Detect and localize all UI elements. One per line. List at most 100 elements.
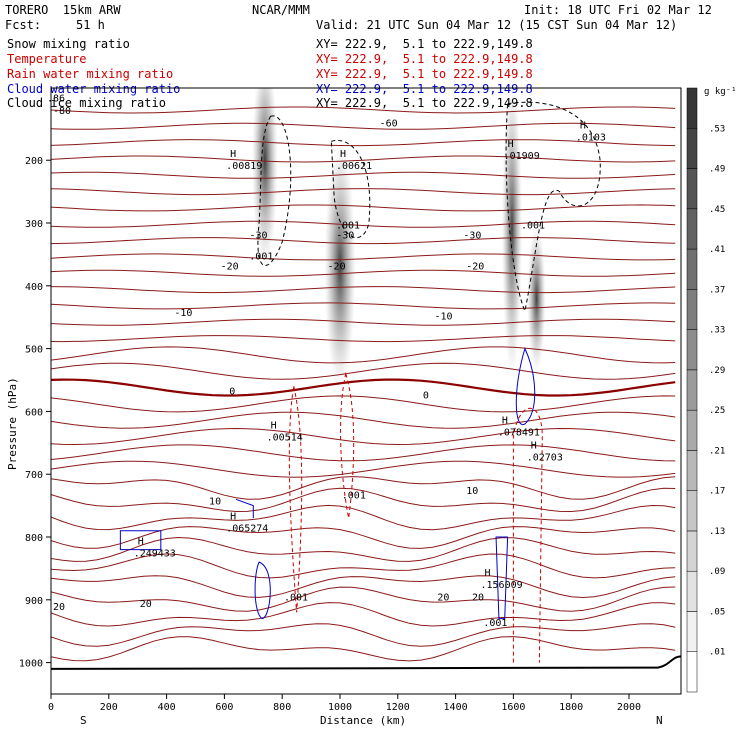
- y-tick-label: 200: [25, 156, 43, 167]
- x-tick-label: 1200: [386, 702, 410, 713]
- isotherm: [51, 602, 676, 627]
- extremum-value: .00819: [226, 161, 262, 172]
- x-tick-label: 800: [273, 702, 291, 713]
- terrain-surface: [51, 655, 681, 670]
- isotherm-label: -30: [463, 230, 481, 241]
- extremum-marker: H: [230, 512, 236, 523]
- isotherm-label: -30: [250, 230, 268, 241]
- field-rain-name: Rain water mixing ratio: [7, 67, 174, 81]
- x-axis-title: Distance (km): [320, 714, 406, 727]
- cloud-ice-contour: [257, 115, 292, 267]
- colorbar-box: [686, 530, 698, 572]
- x-tick-label: 1600: [501, 702, 525, 713]
- isotherm-label: 10: [466, 486, 478, 497]
- cloud-water-contour: [495, 536, 509, 620]
- isotherm-label: -10: [434, 311, 452, 322]
- model-name: TORERO 15km ARW: [5, 3, 121, 17]
- extremum-marker: H: [271, 421, 277, 432]
- x-tick-label: 1800: [559, 702, 583, 713]
- extremum-value: .001: [336, 220, 360, 231]
- extremum-value: .0103: [576, 132, 606, 143]
- extremum-marker: H: [484, 568, 490, 579]
- colorbar-level-label: .05: [709, 607, 725, 617]
- valid-time: Valid: 21 UTC Sun 04 Mar 12 (15 CST Sun …: [316, 18, 678, 32]
- colorbar-level-label: .45: [709, 205, 725, 215]
- isotherm-label: 10: [209, 497, 221, 508]
- isotherm-label: -20: [221, 262, 239, 273]
- isotherm: [51, 220, 676, 228]
- isotherm: [51, 106, 676, 114]
- colorbar-box: [686, 450, 698, 491]
- extremum-value: .065274: [226, 524, 268, 535]
- extremum-value: .01909: [504, 151, 540, 162]
- colorbar-level-label: .01: [709, 648, 725, 658]
- cloud-ice-contour: [505, 101, 601, 313]
- y-tick-label: 900: [25, 596, 43, 607]
- y-tick-label: 800: [25, 533, 43, 544]
- extremum-value: .249433: [134, 549, 176, 560]
- hydrometeor-contours: [119, 101, 601, 663]
- snow-plume: [501, 88, 523, 377]
- colorbar-box: [686, 329, 698, 371]
- temperature-contours: [51, 106, 676, 662]
- cloud-water-contour: [119, 530, 162, 551]
- y-tick-label: 700: [25, 470, 43, 481]
- isotherm: [51, 586, 676, 612]
- cloud-water-contour: [254, 561, 271, 620]
- isotherm: [51, 395, 676, 413]
- colorbar-level-label: .41: [709, 245, 725, 255]
- extremum-value: .001: [483, 618, 507, 629]
- x-tick-label: 400: [158, 702, 176, 713]
- field-rain-xy: XY= 222.9, 5.1 to 222.9,149.8: [316, 67, 533, 81]
- extremum-marker: H: [502, 416, 508, 427]
- extremum-marker: H: [531, 441, 537, 452]
- isotherm: [51, 155, 676, 163]
- field-snow-xy: XY= 222.9, 5.1 to 222.9,149.8: [316, 37, 533, 51]
- y-tick-label: 1000: [19, 659, 43, 670]
- colorbar-level-label: .29: [709, 366, 725, 376]
- y-axis-title: Pressure (hPa): [6, 377, 19, 470]
- isotherm-label: -30: [336, 230, 354, 241]
- colorbar-level-label: .33: [709, 326, 725, 336]
- extremum-marker: H: [138, 537, 144, 548]
- isotherm: [51, 286, 676, 294]
- x-tick-label: 600: [215, 702, 233, 713]
- freezing-line: [51, 378, 676, 397]
- isotherm: [51, 269, 676, 277]
- colorbar-box: [686, 651, 698, 693]
- isotherm: [51, 122, 676, 130]
- colorbar-level-label: .21: [709, 446, 725, 456]
- isotherm-label: 20: [437, 593, 449, 604]
- isotherm: [51, 411, 676, 429]
- extremum-value: .00621: [336, 161, 372, 172]
- isotherm: [51, 139, 676, 147]
- extremum-marker: H: [230, 149, 236, 160]
- org-name: NCAR/MMM: [252, 3, 310, 17]
- axes: 0 200 400 600 800 1000 1200 1400 1600 1800 2000200…: [19, 156, 641, 713]
- isotherm: [51, 318, 676, 326]
- north-end-label: N: [656, 714, 663, 727]
- isotherm-label: -20: [328, 262, 346, 273]
- colorbar-level-label: .49: [709, 165, 725, 175]
- colorbar-box: [686, 168, 698, 210]
- isotherm-label: -80: [53, 106, 71, 117]
- x-tick-label: 1400: [444, 702, 468, 713]
- extremum-value: .00514: [267, 433, 303, 444]
- isotherm: [51, 526, 676, 549]
- fcst-label: Fcst:: [5, 18, 42, 32]
- extremum-value: .001: [342, 490, 366, 501]
- x-tick-label: 2000: [617, 702, 641, 713]
- isotherm-label: -20: [466, 262, 484, 273]
- isotherm: [51, 204, 676, 212]
- y-tick-label: 500: [25, 345, 43, 356]
- colorbar-level-label: .25: [709, 406, 725, 416]
- extremum-marker: H: [340, 149, 346, 160]
- isotherm: [51, 253, 676, 261]
- isotherm: [51, 504, 676, 531]
- colorbar-level-label: .53: [709, 124, 725, 134]
- colorbar-box: [686, 248, 698, 290]
- colorbar-level-label: .37: [709, 285, 725, 295]
- x-tick-label: 200: [100, 702, 118, 713]
- fcst-value: 51 h: [76, 18, 105, 32]
